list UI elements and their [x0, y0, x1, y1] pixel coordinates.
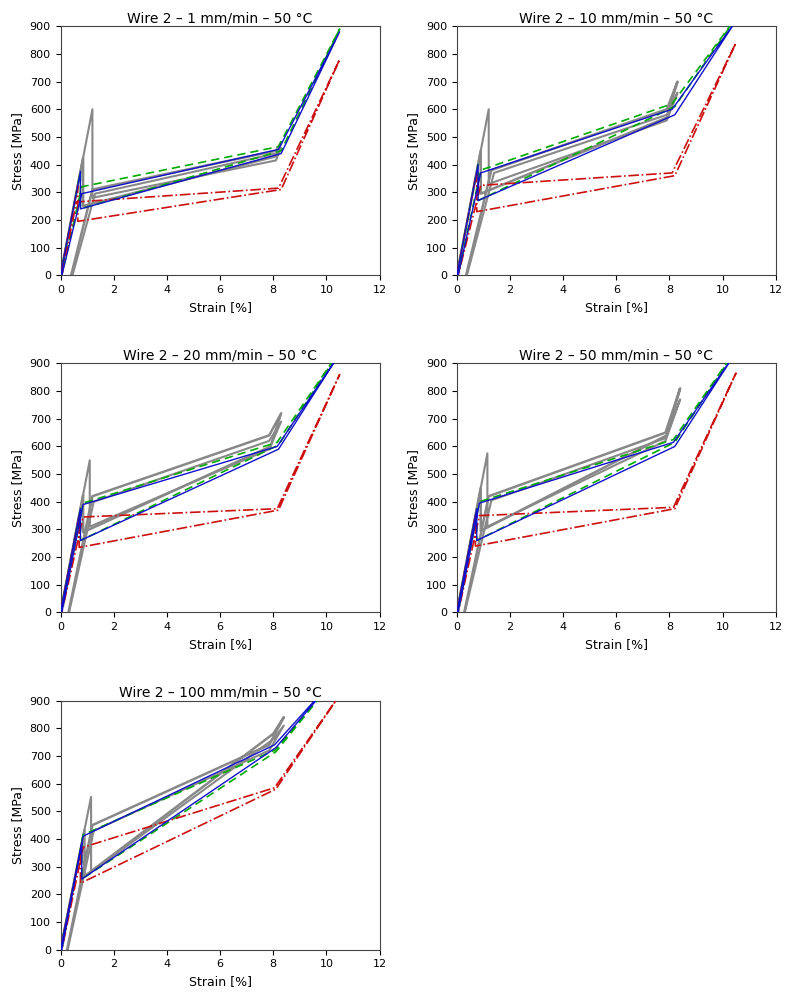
Title: Wire 2 – 100 mm/min – 50 °C: Wire 2 – 100 mm/min – 50 °C [118, 685, 322, 699]
X-axis label: Strain [%]: Strain [%] [585, 301, 648, 314]
Y-axis label: Stress [MPa]: Stress [MPa] [407, 112, 420, 190]
Y-axis label: Stress [MPa]: Stress [MPa] [11, 112, 24, 190]
Y-axis label: Stress [MPa]: Stress [MPa] [11, 786, 24, 864]
X-axis label: Strain [%]: Strain [%] [188, 637, 252, 650]
Title: Wire 2 – 50 mm/min – 50 °C: Wire 2 – 50 mm/min – 50 °C [519, 349, 713, 363]
X-axis label: Strain [%]: Strain [%] [585, 637, 648, 650]
Y-axis label: Stress [MPa]: Stress [MPa] [11, 449, 24, 526]
Title: Wire 2 – 20 mm/min – 50 °C: Wire 2 – 20 mm/min – 50 °C [123, 349, 317, 363]
Y-axis label: Stress [MPa]: Stress [MPa] [407, 449, 420, 526]
X-axis label: Strain [%]: Strain [%] [188, 975, 252, 988]
Title: Wire 2 – 1 mm/min – 50 °C: Wire 2 – 1 mm/min – 50 °C [127, 11, 313, 25]
Title: Wire 2 – 10 mm/min – 50 °C: Wire 2 – 10 mm/min – 50 °C [519, 11, 713, 25]
X-axis label: Strain [%]: Strain [%] [188, 301, 252, 314]
